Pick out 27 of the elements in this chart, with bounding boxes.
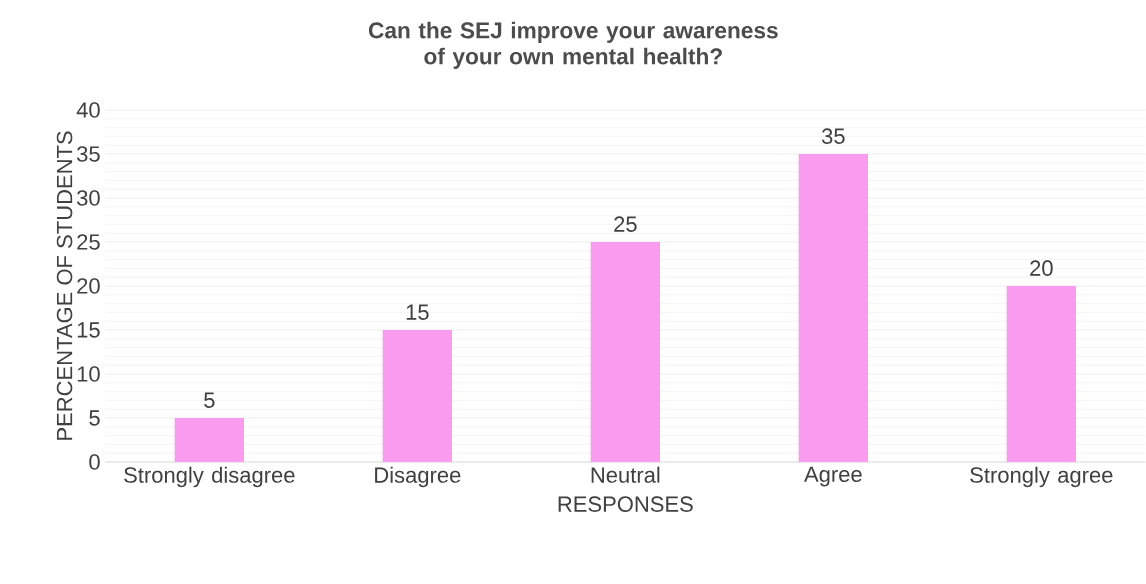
data-label: 35 (821, 128, 845, 144)
x-axis-title: RESPONSES (558, 496, 693, 512)
x-tick-label: Agree (804, 466, 862, 487)
data-label: 5 (204, 392, 215, 408)
y-tick-label: 0 (89, 454, 100, 470)
data-label: 25 (614, 216, 637, 232)
y-tick-label: 30 (77, 190, 100, 206)
y-tick-label: 15 (77, 322, 100, 338)
bar (798, 153, 868, 462)
data-label: 20 (1030, 260, 1053, 276)
y-tick-label: 40 (76, 102, 100, 118)
x-tick-label: Disagree (375, 466, 461, 488)
y-tick-label: 10 (77, 366, 100, 382)
x-tick-label: Strongly disagree (124, 466, 295, 488)
x-tick-label: Neutral (591, 466, 660, 483)
y-tick-label: 5 (89, 410, 100, 426)
bar (1006, 285, 1076, 462)
y-axis-title: PERCENTAGE OF STUDENTS (56, 131, 73, 440)
y-tick-label: 35 (77, 146, 100, 162)
chart-title: Can the SEJ improve your awareness of your own mental health? (368, 21, 778, 69)
bar (174, 417, 245, 462)
y-tick-label: 25 (77, 234, 100, 250)
x-tick-label: Strongly agree (970, 466, 1113, 488)
y-tick-label: 20 (77, 278, 100, 294)
data-label: 15 (406, 304, 429, 320)
bar (590, 241, 661, 462)
bar (382, 329, 453, 462)
